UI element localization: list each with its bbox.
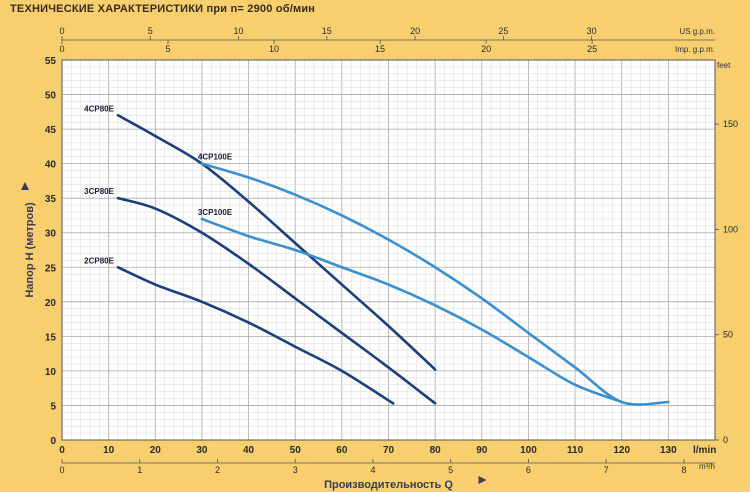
us-gpm-tick-label: 15: [322, 26, 332, 36]
us-gpm-tick-label: 25: [498, 26, 508, 36]
chart-title: ТЕХНИЧЕСКИЕ ХАРАКТЕРИСТИКИ при n= 2900 о…: [10, 3, 316, 15]
series-label-4cp100e: 4CP100E: [198, 153, 233, 162]
feet-unit-label: feet: [717, 61, 731, 70]
y-tick-label: 30: [45, 229, 57, 240]
us-gpm-tick-label: 0: [59, 26, 64, 36]
x-tick-label: 90: [476, 445, 488, 456]
series-label-3cp100e: 3CP100E: [198, 208, 233, 217]
y-axis-title: Напор H (метров): [24, 202, 36, 298]
x-tick-label: 0: [59, 445, 65, 456]
feet-tick-label: 100: [723, 224, 738, 234]
series-label-2cp80e: 2CP80E: [84, 256, 114, 265]
x-tick-label: 70: [383, 445, 395, 456]
feet-tick-label: 50: [723, 330, 733, 340]
x-unit-label: l/min: [693, 445, 716, 456]
imp-gpm-tick-label: 10: [269, 44, 279, 54]
curve-4cp80e: [116, 113, 437, 371]
series-label-3cp80e: 3CP80E: [84, 187, 114, 196]
x-tick-label: 40: [243, 445, 255, 456]
x-axis-title: Производительность Q: [324, 479, 453, 491]
y-tick-label: 50: [45, 91, 57, 102]
x-tick-label: 100: [520, 445, 537, 456]
imp-gpm-tick-label: 0: [59, 44, 64, 54]
m3h-tick-label: 1: [137, 465, 142, 475]
y-tick-label: 40: [45, 160, 57, 171]
x-tick-label: 60: [336, 445, 348, 456]
plot-frame: [61, 59, 716, 441]
y-tick-label: 25: [45, 263, 57, 274]
imp-gpm-unit-label: Imp. g.p.m.: [675, 45, 715, 54]
y-tick-label: 35: [45, 194, 57, 205]
m3h-tick-label: 6: [526, 465, 531, 475]
series-label-4cp80e: 4CP80E: [84, 104, 114, 113]
x-tick-label: 80: [430, 445, 442, 456]
us-gpm-tick-label: 30: [587, 26, 597, 36]
curve-3cp80e: [116, 196, 437, 405]
x-tick-label: 10: [103, 445, 115, 456]
us-gpm-tick-label: 5: [148, 26, 153, 36]
imp-gpm-tick-label: 15: [375, 44, 385, 54]
x-tick-label: 120: [613, 445, 630, 456]
y-tick-label: 55: [45, 56, 57, 67]
feet-tick-label: 0: [723, 435, 728, 445]
feet-tick-label: 150: [723, 119, 738, 129]
y-tick-label: 5: [50, 401, 56, 412]
m3h-tick-label: 2: [215, 465, 220, 475]
m3h-tick-label: 8: [681, 465, 686, 475]
m3h-tick-label: 4: [370, 465, 375, 475]
m3h-tick-label: 7: [604, 465, 609, 475]
y-tick-label: 20: [45, 298, 57, 309]
x-tick-label: 130: [660, 445, 677, 456]
y-tick-label: 10: [45, 367, 57, 378]
imp-gpm-tick-label: 25: [587, 44, 597, 54]
x-axis-arrow: [478, 476, 487, 484]
imp-gpm-tick-label: 20: [481, 44, 491, 54]
us-gpm-tick-label: 10: [234, 26, 244, 36]
x-tick-label: 30: [196, 445, 208, 456]
m3h-tick-label: 3: [293, 465, 298, 475]
y-tick-label: 45: [45, 125, 57, 136]
imp-gpm-tick-label: 5: [166, 44, 171, 54]
x-tick-label: 20: [150, 445, 162, 456]
y-tick-label: 0: [50, 436, 56, 447]
m3h-unit-label: m³/h: [699, 462, 715, 471]
us-gpm-unit-label: US g.p.m.: [679, 27, 715, 36]
m3h-tick-label: 0: [59, 465, 64, 475]
y-axis-arrow: [21, 182, 29, 190]
us-gpm-tick-label: 20: [410, 26, 420, 36]
y-tick-label: 15: [45, 332, 57, 343]
m3h-tick-label: 5: [448, 465, 453, 475]
curve-3cp100e: [200, 217, 624, 404]
x-tick-label: 50: [290, 445, 302, 456]
x-tick-label: 110: [567, 445, 584, 456]
